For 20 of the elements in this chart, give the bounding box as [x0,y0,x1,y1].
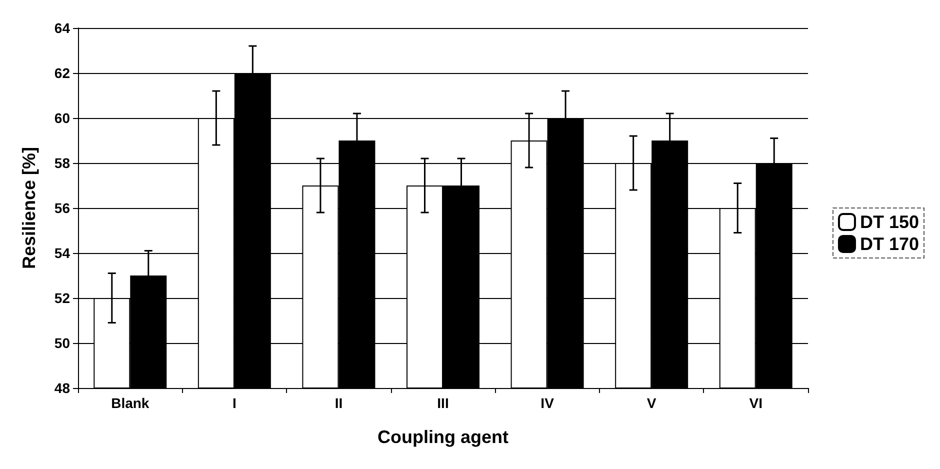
y-tick-label: 54 [54,245,70,261]
x-tick-label: Blank [111,395,150,411]
y-tick-label: 56 [54,200,70,216]
x-tick-label: V [646,395,657,411]
x-tick-label: I [232,395,236,411]
y-tick-label: 62 [54,65,70,81]
x-tick-label: IV [540,395,555,411]
y-tick-label: 64 [54,20,70,36]
x-axis-title: Coupling agent [378,427,508,447]
x-tick-label: III [437,395,449,411]
legend-label: DT 150 [860,212,920,232]
legend-label: DT 170 [860,234,920,254]
x-tick-label: II [334,395,343,411]
y-tick-label: 60 [54,110,70,126]
x-tick-label: VI [749,395,762,411]
y-axis-title: Resilience [%] [19,146,39,270]
y-tick-label: 52 [54,290,70,306]
y-tick-label: 50 [54,335,70,351]
y-tick-label: 58 [54,155,70,171]
y-tick-label: 48 [54,380,70,396]
